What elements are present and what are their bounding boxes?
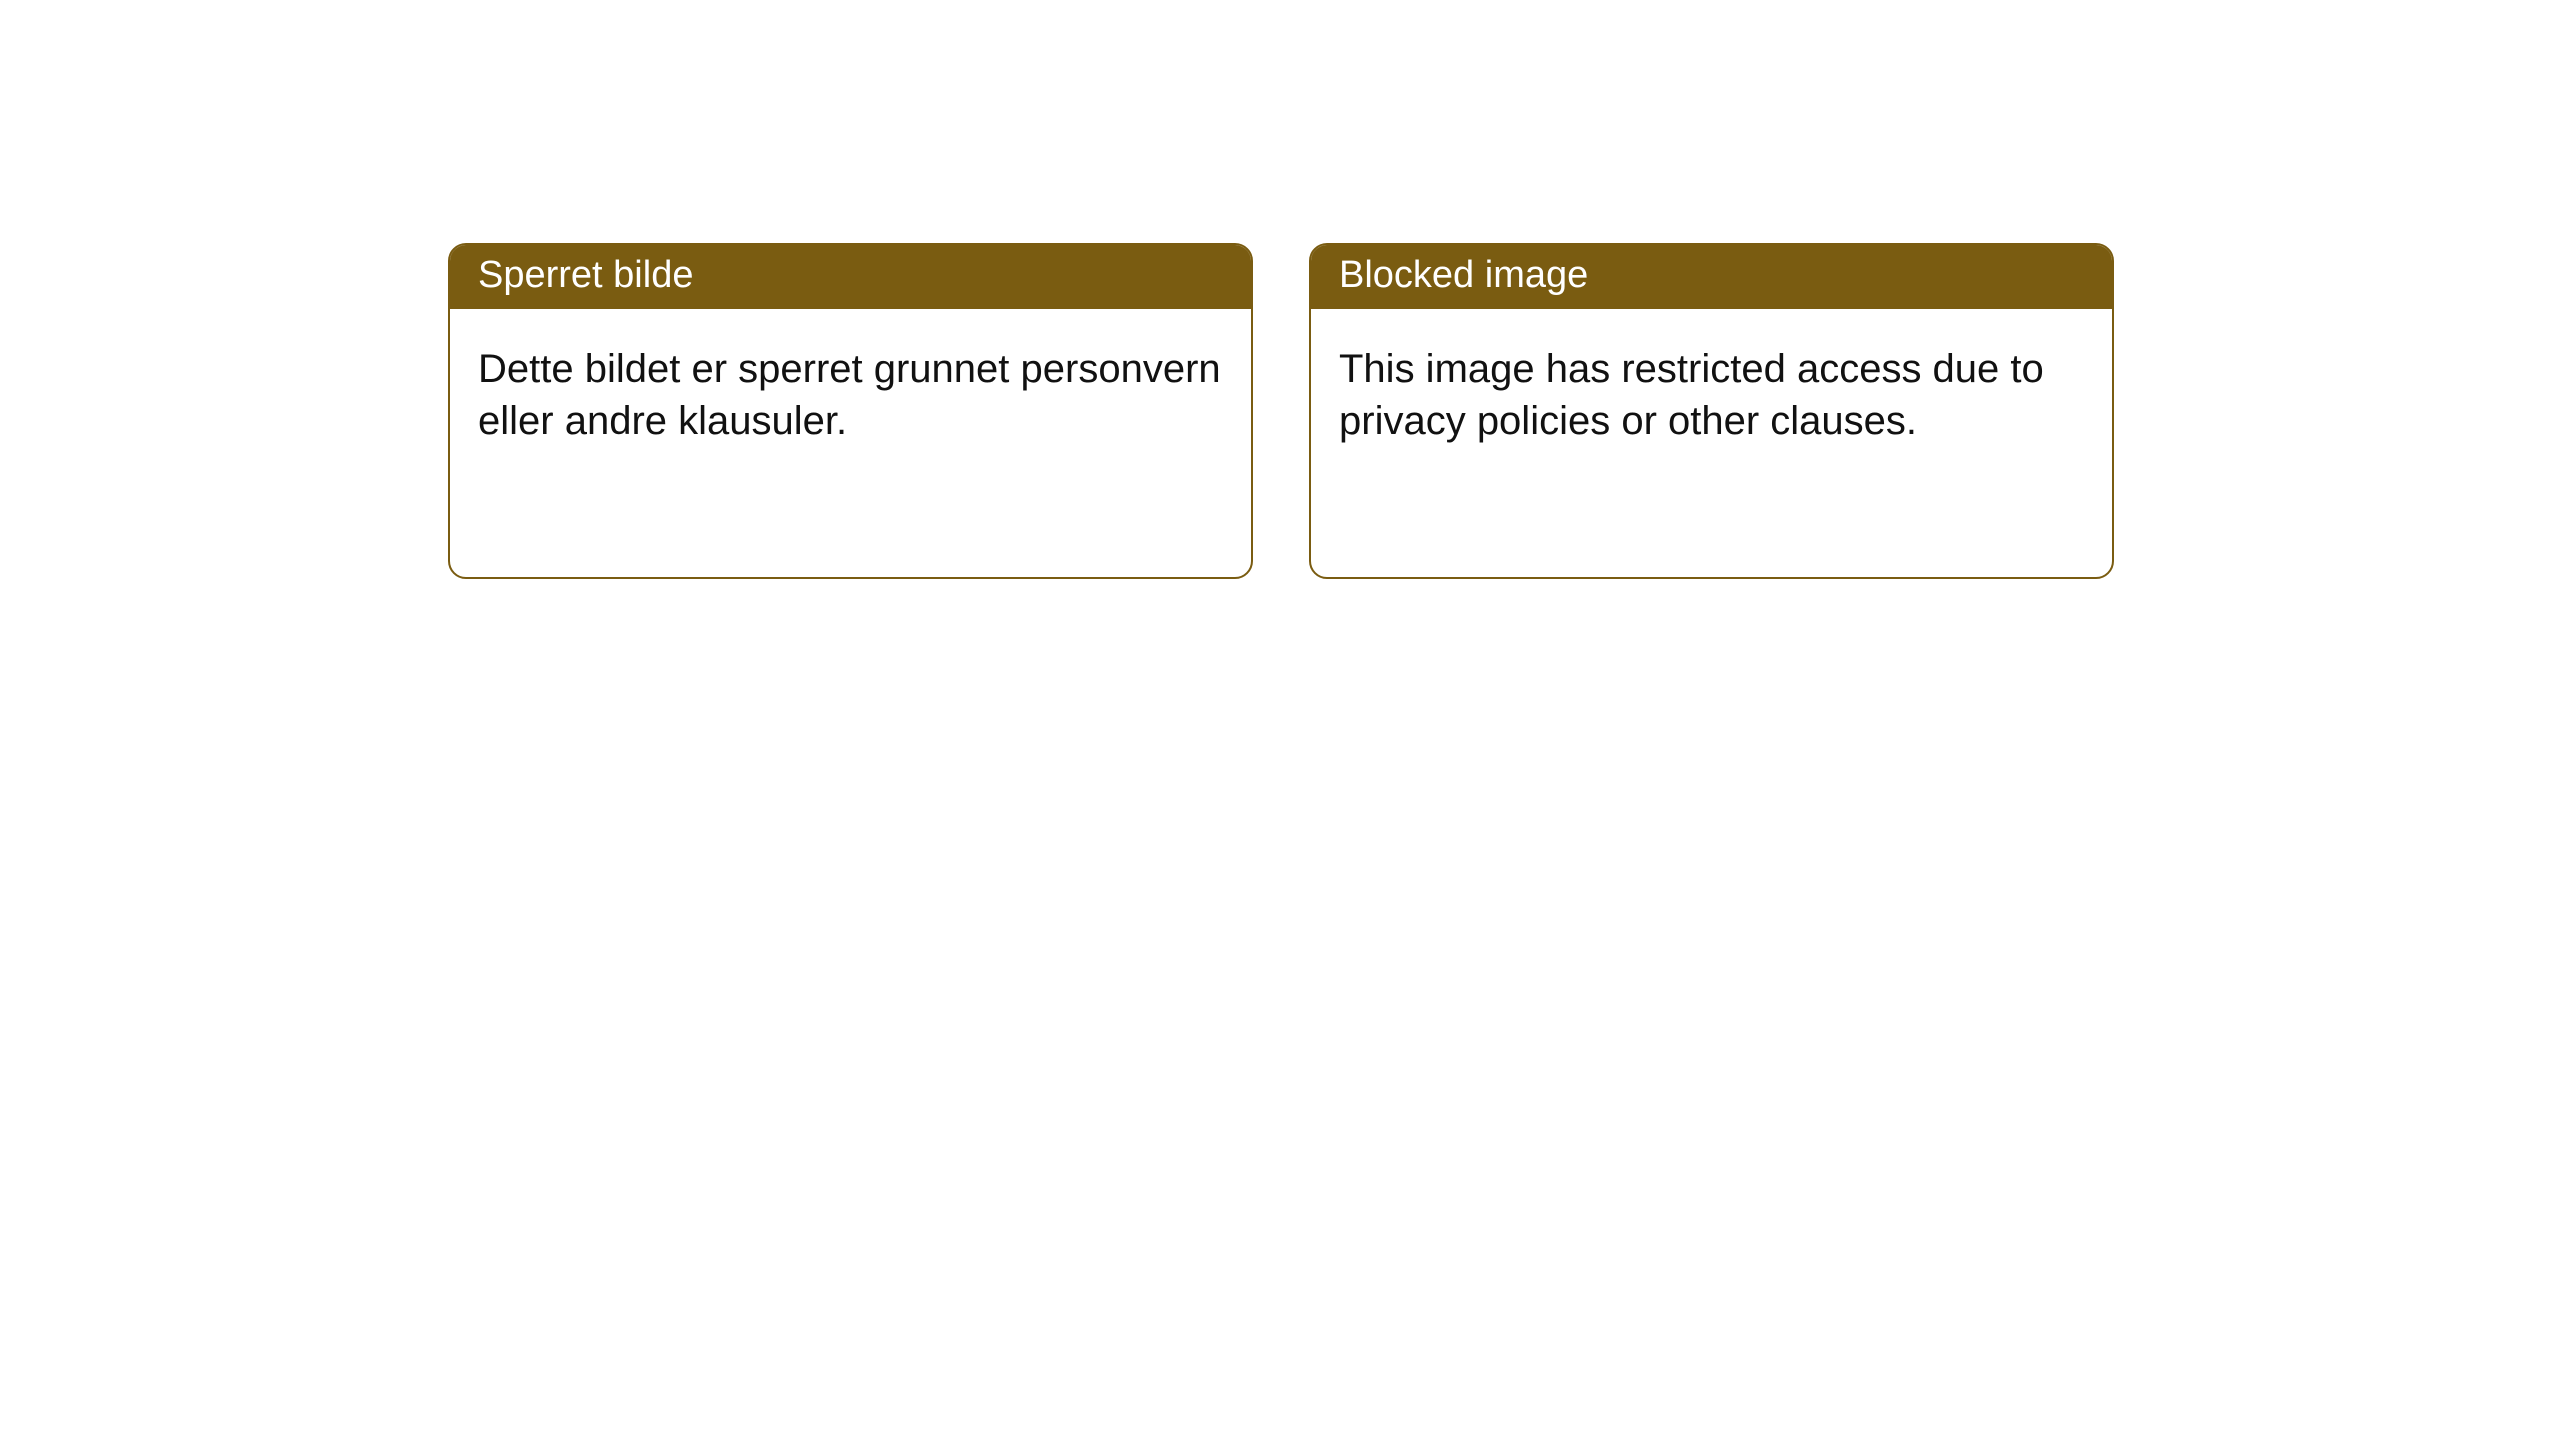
notice-body-english: This image has restricted access due to … [1311,309,2112,481]
notice-container: Sperret bilde Dette bildet er sperret gr… [0,0,2560,579]
notice-header-english: Blocked image [1311,245,2112,309]
notice-card-english: Blocked image This image has restricted … [1309,243,2114,579]
notice-body-norwegian: Dette bildet er sperret grunnet personve… [450,309,1251,481]
notice-header-norwegian: Sperret bilde [450,245,1251,309]
notice-card-norwegian: Sperret bilde Dette bildet er sperret gr… [448,243,1253,579]
